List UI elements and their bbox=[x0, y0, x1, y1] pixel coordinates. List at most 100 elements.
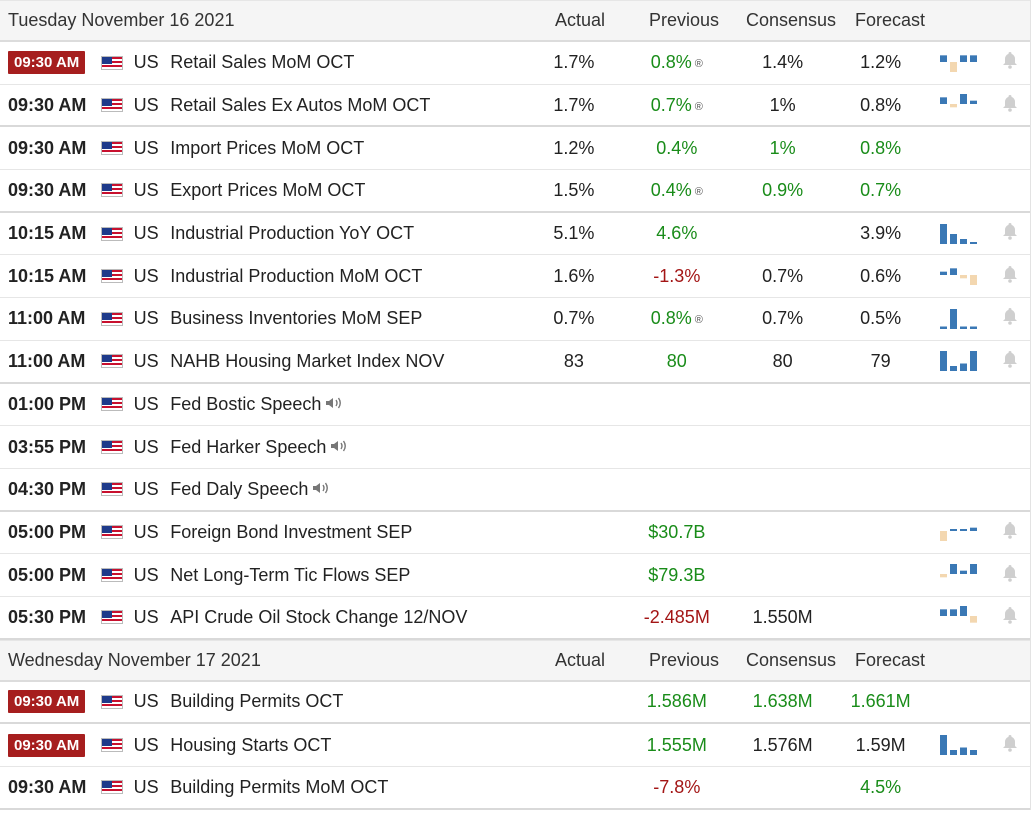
event-name[interactable]: Business Inventories MoM SEP bbox=[170, 308, 423, 329]
alert-cell[interactable] bbox=[990, 222, 1030, 245]
alert-cell[interactable] bbox=[990, 51, 1030, 74]
event-name-cell[interactable]: NAHB Housing Market Index NOV bbox=[170, 351, 524, 372]
event-row[interactable]: 11:00 AM US Business Inventories MoM SEP 0.… bbox=[0, 298, 1030, 341]
event-name[interactable]: Retail Sales Ex Autos MoM OCT bbox=[170, 94, 431, 115]
alert-cell[interactable] bbox=[990, 521, 1030, 544]
bell-icon[interactable] bbox=[1002, 734, 1018, 757]
mini-chart[interactable] bbox=[938, 733, 978, 757]
mini-chart[interactable] bbox=[938, 93, 978, 117]
event-name-cell[interactable]: Fed Bostic Speech bbox=[170, 394, 524, 415]
event-row[interactable]: 04:30 PM US Fed Daly Speech bbox=[0, 469, 1030, 512]
mini-chart-cell[interactable] bbox=[926, 222, 990, 246]
event-row[interactable]: 01:00 PM US Fed Bostic Speech bbox=[0, 384, 1030, 427]
event-row[interactable]: 09:30 AM US Export Prices MoM OCT 1.5% 0.4% ®… bbox=[0, 170, 1030, 213]
previous-value: 1.555M bbox=[646, 734, 707, 755]
time-cell: 01:00 PM bbox=[0, 394, 101, 415]
alert-cell[interactable] bbox=[990, 734, 1030, 757]
bell-icon[interactable] bbox=[1002, 350, 1018, 373]
bell-icon[interactable] bbox=[1002, 521, 1018, 544]
event-name-cell[interactable]: Business Inventories MoM SEP bbox=[170, 308, 524, 329]
event-name-cell[interactable]: Fed Harker Speech bbox=[170, 437, 524, 458]
alert-cell[interactable] bbox=[990, 606, 1030, 629]
bell-icon[interactable] bbox=[1002, 307, 1018, 330]
event-name-cell[interactable]: Building Permits OCT bbox=[170, 691, 524, 712]
country-label: US bbox=[133, 393, 159, 414]
event-name[interactable]: Industrial Production YoY OCT bbox=[170, 223, 415, 244]
mini-chart-cell[interactable] bbox=[926, 93, 990, 117]
event-row[interactable]: 05:00 PM US Net Long-Term Tic Flows SEP $79… bbox=[0, 554, 1030, 597]
event-row[interactable]: 10:15 AM US Industrial Production YoY OCT 5… bbox=[0, 213, 1030, 256]
bell-icon[interactable] bbox=[1002, 265, 1018, 288]
event-name[interactable]: Export Prices MoM OCT bbox=[170, 179, 366, 200]
event-row[interactable]: 11:00 AM US NAHB Housing Market Index NOV 8… bbox=[0, 341, 1030, 384]
mini-chart[interactable] bbox=[938, 222, 978, 246]
bell-icon[interactable] bbox=[1002, 51, 1018, 74]
event-name[interactable]: Industrial Production MoM OCT bbox=[170, 265, 423, 286]
mini-chart-bar bbox=[950, 750, 958, 756]
bell-icon[interactable] bbox=[1002, 94, 1018, 117]
mini-chart[interactable] bbox=[938, 51, 978, 75]
event-name-cell[interactable]: Retail Sales Ex Autos MoM OCT bbox=[170, 95, 524, 116]
event-name[interactable]: Housing Starts OCT bbox=[170, 734, 332, 755]
event-row[interactable]: 03:55 PM US Fed Harker Speech bbox=[0, 426, 1030, 469]
bell-icon[interactable] bbox=[1002, 606, 1018, 629]
mini-chart[interactable] bbox=[938, 563, 978, 587]
event-row[interactable]: 09:30 AM US Import Prices MoM OCT 1.2% 0.4% 1… bbox=[0, 127, 1030, 171]
event-row[interactable]: 05:30 PM US API Crude Oil Stock Change 12/… bbox=[0, 597, 1030, 640]
event-name[interactable]: Import Prices MoM OCT bbox=[170, 137, 365, 158]
mini-chart[interactable] bbox=[938, 349, 978, 373]
alert-cell[interactable] bbox=[990, 350, 1030, 373]
event-name[interactable]: Foreign Bond Investment SEP bbox=[170, 521, 413, 542]
mini-chart-cell[interactable] bbox=[926, 520, 990, 544]
event-name-cell[interactable]: Export Prices MoM OCT bbox=[170, 180, 524, 201]
event-name-cell[interactable]: Import Prices MoM OCT bbox=[170, 138, 524, 159]
event-row[interactable]: 09:30 AM US Housing Starts OCT 1.555M 1.576M… bbox=[0, 724, 1030, 767]
event-name-cell[interactable]: Industrial Production MoM OCT bbox=[170, 266, 524, 287]
mini-chart[interactable] bbox=[938, 307, 978, 331]
mini-chart-cell[interactable] bbox=[926, 51, 990, 75]
mini-chart-cell[interactable] bbox=[926, 563, 990, 587]
time-cell: 05:30 PM bbox=[0, 607, 101, 628]
event-name[interactable]: Building Permits MoM OCT bbox=[170, 776, 389, 797]
bell-icon[interactable] bbox=[1002, 222, 1018, 245]
mini-chart-bar bbox=[940, 326, 948, 329]
event-row[interactable]: 09:30 AM US Retail Sales MoM OCT 1.7% 0.8% ® 1… bbox=[0, 42, 1030, 85]
event-name-cell[interactable]: Net Long-Term Tic Flows SEP bbox=[170, 565, 524, 586]
event-name[interactable]: Building Permits OCT bbox=[170, 691, 344, 712]
mini-chart-cell[interactable] bbox=[926, 605, 990, 629]
event-name[interactable]: Net Long-Term Tic Flows SEP bbox=[170, 564, 411, 585]
event-name[interactable]: API Crude Oil Stock Change 12/NOV bbox=[170, 606, 468, 627]
event-name[interactable]: Retail Sales MoM OCT bbox=[170, 52, 355, 73]
mini-chart-cell[interactable] bbox=[926, 307, 990, 331]
event-name-cell[interactable]: Retail Sales MoM OCT bbox=[170, 52, 524, 73]
alert-cell[interactable] bbox=[990, 265, 1030, 288]
event-name-cell[interactable]: Fed Daly Speech bbox=[170, 479, 524, 500]
bell-icon[interactable] bbox=[1002, 564, 1018, 587]
alert-cell[interactable] bbox=[990, 307, 1030, 330]
mini-chart[interactable] bbox=[938, 605, 978, 629]
forecast-value: 79 bbox=[870, 350, 891, 371]
time-label: 05:00 PM bbox=[8, 564, 87, 585]
event-name-cell[interactable]: Building Permits MoM OCT bbox=[170, 777, 524, 798]
event-name-cell[interactable]: Industrial Production YoY OCT bbox=[170, 223, 524, 244]
event-row[interactable]: 09:30 AM US Retail Sales Ex Autos MoM OCT 1… bbox=[0, 85, 1030, 128]
event-row[interactable]: 10:15 AM US Industrial Production MoM OCT 1… bbox=[0, 255, 1030, 299]
mini-chart-cell[interactable] bbox=[926, 349, 990, 373]
mini-chart-cell[interactable] bbox=[926, 264, 990, 288]
event-row[interactable]: 09:30 AM US Building Permits OCT 1.586M 1.63… bbox=[0, 682, 1030, 725]
alert-cell[interactable] bbox=[990, 564, 1030, 587]
event-name-cell[interactable]: Housing Starts OCT bbox=[170, 735, 524, 756]
mini-chart-bar bbox=[950, 61, 958, 72]
mini-chart[interactable] bbox=[938, 264, 978, 288]
event-name-cell[interactable]: Foreign Bond Investment SEP bbox=[170, 522, 524, 543]
event-name[interactable]: Fed Harker Speech bbox=[170, 436, 327, 457]
event-row[interactable]: 05:00 PM US Foreign Bond Investment SEP $30… bbox=[0, 512, 1030, 555]
mini-chart-cell[interactable] bbox=[926, 733, 990, 757]
event-name[interactable]: NAHB Housing Market Index NOV bbox=[170, 350, 445, 371]
alert-cell[interactable] bbox=[990, 94, 1030, 117]
event-name[interactable]: Fed Bostic Speech bbox=[170, 393, 322, 414]
event-name[interactable]: Fed Daly Speech bbox=[170, 478, 309, 499]
event-name-cell[interactable]: API Crude Oil Stock Change 12/NOV bbox=[170, 607, 524, 628]
event-row[interactable]: 09:30 AM US Building Permits MoM OCT -7.8% 4… bbox=[0, 767, 1030, 810]
mini-chart[interactable] bbox=[938, 520, 978, 544]
